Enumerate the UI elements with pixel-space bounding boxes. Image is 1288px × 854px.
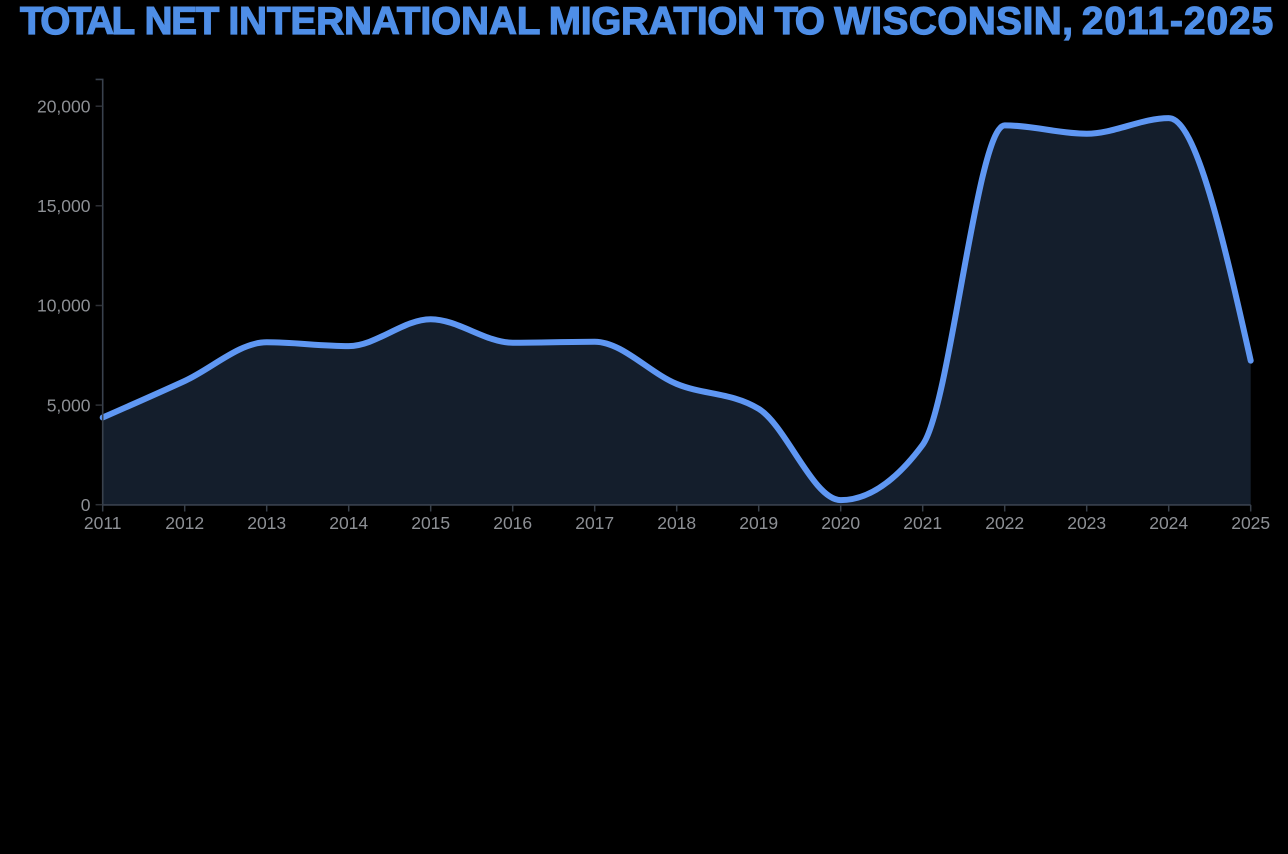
svg-text:2019: 2019 — [739, 513, 778, 533]
svg-text:2012: 2012 — [165, 513, 204, 533]
svg-text:0: 0 — [81, 495, 91, 515]
svg-text:2013: 2013 — [247, 513, 286, 533]
svg-text:2014: 2014 — [329, 513, 368, 533]
svg-text:2011: 2011 — [84, 513, 122, 533]
svg-text:2020: 2020 — [821, 513, 860, 533]
svg-text:2018: 2018 — [657, 513, 696, 533]
svg-text:20,000: 20,000 — [37, 96, 91, 116]
svg-text:5,000: 5,000 — [47, 395, 91, 415]
svg-text:2025: 2025 — [1231, 513, 1270, 533]
svg-text:2016: 2016 — [493, 513, 532, 533]
svg-text:2015: 2015 — [411, 513, 450, 533]
svg-text:10,000: 10,000 — [37, 296, 91, 316]
svg-text:2017: 2017 — [575, 513, 614, 533]
svg-text:2023: 2023 — [1067, 513, 1106, 533]
svg-text:15,000: 15,000 — [37, 196, 91, 216]
svg-text:2022: 2022 — [985, 513, 1024, 533]
svg-text:2024: 2024 — [1149, 513, 1188, 533]
svg-text:2021: 2021 — [903, 513, 942, 533]
